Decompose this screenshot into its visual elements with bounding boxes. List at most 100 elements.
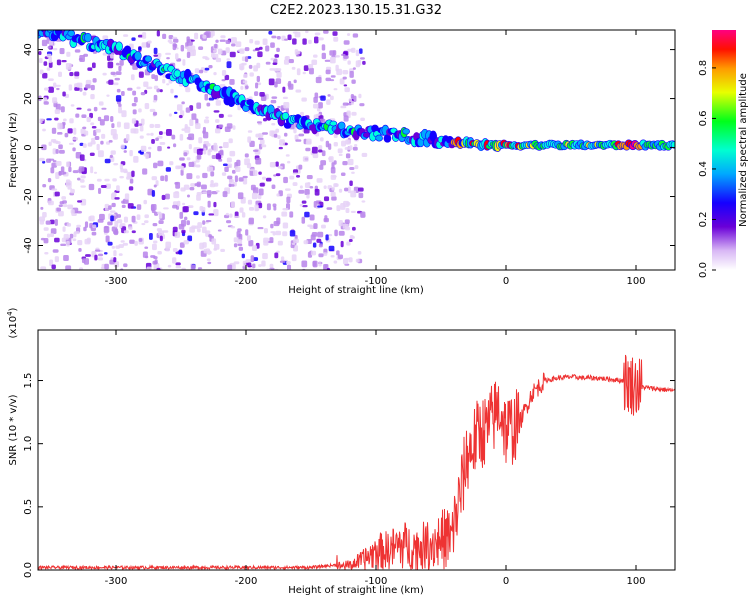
noise-cell (103, 252, 108, 255)
noise-cell (231, 43, 236, 47)
noise-cell (177, 200, 181, 207)
noise-cell (138, 238, 143, 242)
noise-cell (249, 140, 255, 147)
noise-cell (298, 164, 303, 170)
noise-cell (192, 49, 196, 57)
noise-cell (340, 240, 344, 248)
noise-cell (139, 126, 144, 132)
noise-cell (54, 109, 60, 115)
noise-cell (292, 182, 298, 186)
noise-cell (137, 34, 144, 38)
noise-cell (54, 218, 58, 226)
noise-cell (310, 250, 317, 256)
noise-cell (280, 140, 284, 143)
noise-cell (41, 144, 47, 151)
noise-cell (286, 264, 292, 270)
noise-cell (165, 52, 171, 55)
noise-cell (213, 209, 219, 217)
noise-cell (104, 158, 111, 164)
noise-cell (78, 166, 85, 172)
noise-cell (317, 149, 323, 153)
noise-cell (320, 160, 327, 166)
noise-cell (276, 250, 280, 254)
snr-y-label: SNR (10 * v/v) (8, 394, 19, 465)
noise-cell (181, 229, 186, 234)
snr-multiplier-exponent: 4 (6, 311, 14, 316)
noise-cell (314, 188, 320, 196)
noise-cell (196, 175, 200, 179)
noise-cell (68, 166, 72, 173)
noise-cell (163, 207, 169, 210)
noise-cell (40, 237, 45, 241)
noise-cell (261, 176, 267, 180)
noise-cell (113, 230, 119, 235)
noise-cell (333, 36, 339, 42)
noise-cell (206, 102, 211, 107)
noise-cell (170, 88, 174, 94)
noise-cell (321, 224, 326, 229)
noise-cell (181, 219, 186, 227)
noise-cell (46, 233, 51, 238)
noise-cell (61, 196, 67, 200)
noise-cell (242, 175, 248, 179)
noise-cell (159, 89, 163, 93)
noise-cell (211, 238, 217, 245)
noise-cell (350, 210, 356, 213)
noise-cell (131, 170, 135, 177)
noise-cell (158, 220, 164, 225)
noise-cell (150, 204, 157, 211)
noise-cell (270, 42, 275, 48)
noise-cell (38, 57, 43, 64)
noise-cell (217, 48, 223, 55)
noise-cell (60, 166, 65, 172)
noise-cell (47, 178, 52, 183)
noise-cell (104, 178, 110, 182)
noise-cell (201, 184, 207, 190)
noise-cell (229, 150, 236, 157)
noise-cell (329, 56, 336, 64)
noise-cell (90, 166, 94, 174)
colorbar-tick-label: 0.4 (698, 161, 709, 177)
noise-cell (271, 35, 277, 39)
noise-cell (185, 107, 191, 113)
noise-cell (259, 92, 265, 97)
noise-cell (262, 253, 268, 260)
noise-cell (186, 173, 193, 180)
noise-cell (284, 38, 289, 41)
noise-cell (284, 132, 288, 137)
noise-cell (123, 263, 128, 268)
noise-cell (213, 72, 217, 76)
noise-cell (166, 57, 170, 60)
noise-cell (194, 183, 201, 187)
noise-cell (157, 211, 162, 215)
noise-cell (119, 224, 123, 229)
noise-cell (186, 51, 191, 59)
noise-cell (259, 139, 265, 145)
noise-cell (90, 84, 95, 91)
noise-cell (189, 187, 195, 191)
noise-cell (149, 232, 153, 240)
y-tick-label: 20 (23, 92, 34, 105)
noise-cell (248, 206, 255, 211)
noise-cell (321, 44, 326, 51)
noise-cell (97, 150, 104, 158)
noise-cell (285, 107, 289, 114)
noise-cell (131, 230, 136, 234)
noise-cell (159, 235, 163, 242)
noise-cell (121, 90, 125, 97)
noise-cell (167, 264, 172, 268)
noise-cell (54, 191, 60, 197)
noise-cell (114, 197, 120, 200)
noise-cell (326, 267, 331, 270)
noise-cell (130, 128, 136, 134)
noise-cell (199, 205, 204, 212)
noise-cell (98, 101, 104, 106)
noise-cell (66, 241, 70, 247)
noise-cell (43, 227, 49, 231)
noise-cell (220, 248, 226, 252)
noise-cell (256, 121, 262, 124)
noise-cell (96, 178, 102, 182)
snr-x-label: Height of straight line (km) (288, 585, 424, 596)
noise-cell (132, 109, 137, 115)
